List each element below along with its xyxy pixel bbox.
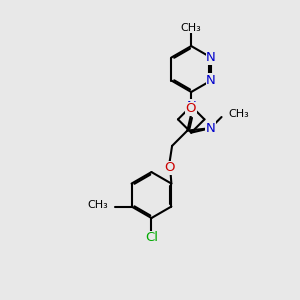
Text: CH₃: CH₃ (181, 22, 202, 32)
Text: Cl: Cl (145, 231, 158, 244)
Text: N: N (186, 100, 196, 112)
Text: CH₃: CH₃ (87, 200, 108, 210)
Text: N: N (206, 51, 216, 64)
Text: N: N (206, 122, 215, 135)
Text: O: O (186, 102, 196, 115)
Text: CH₃: CH₃ (228, 109, 249, 119)
Text: O: O (164, 161, 175, 174)
Text: N: N (206, 74, 216, 87)
